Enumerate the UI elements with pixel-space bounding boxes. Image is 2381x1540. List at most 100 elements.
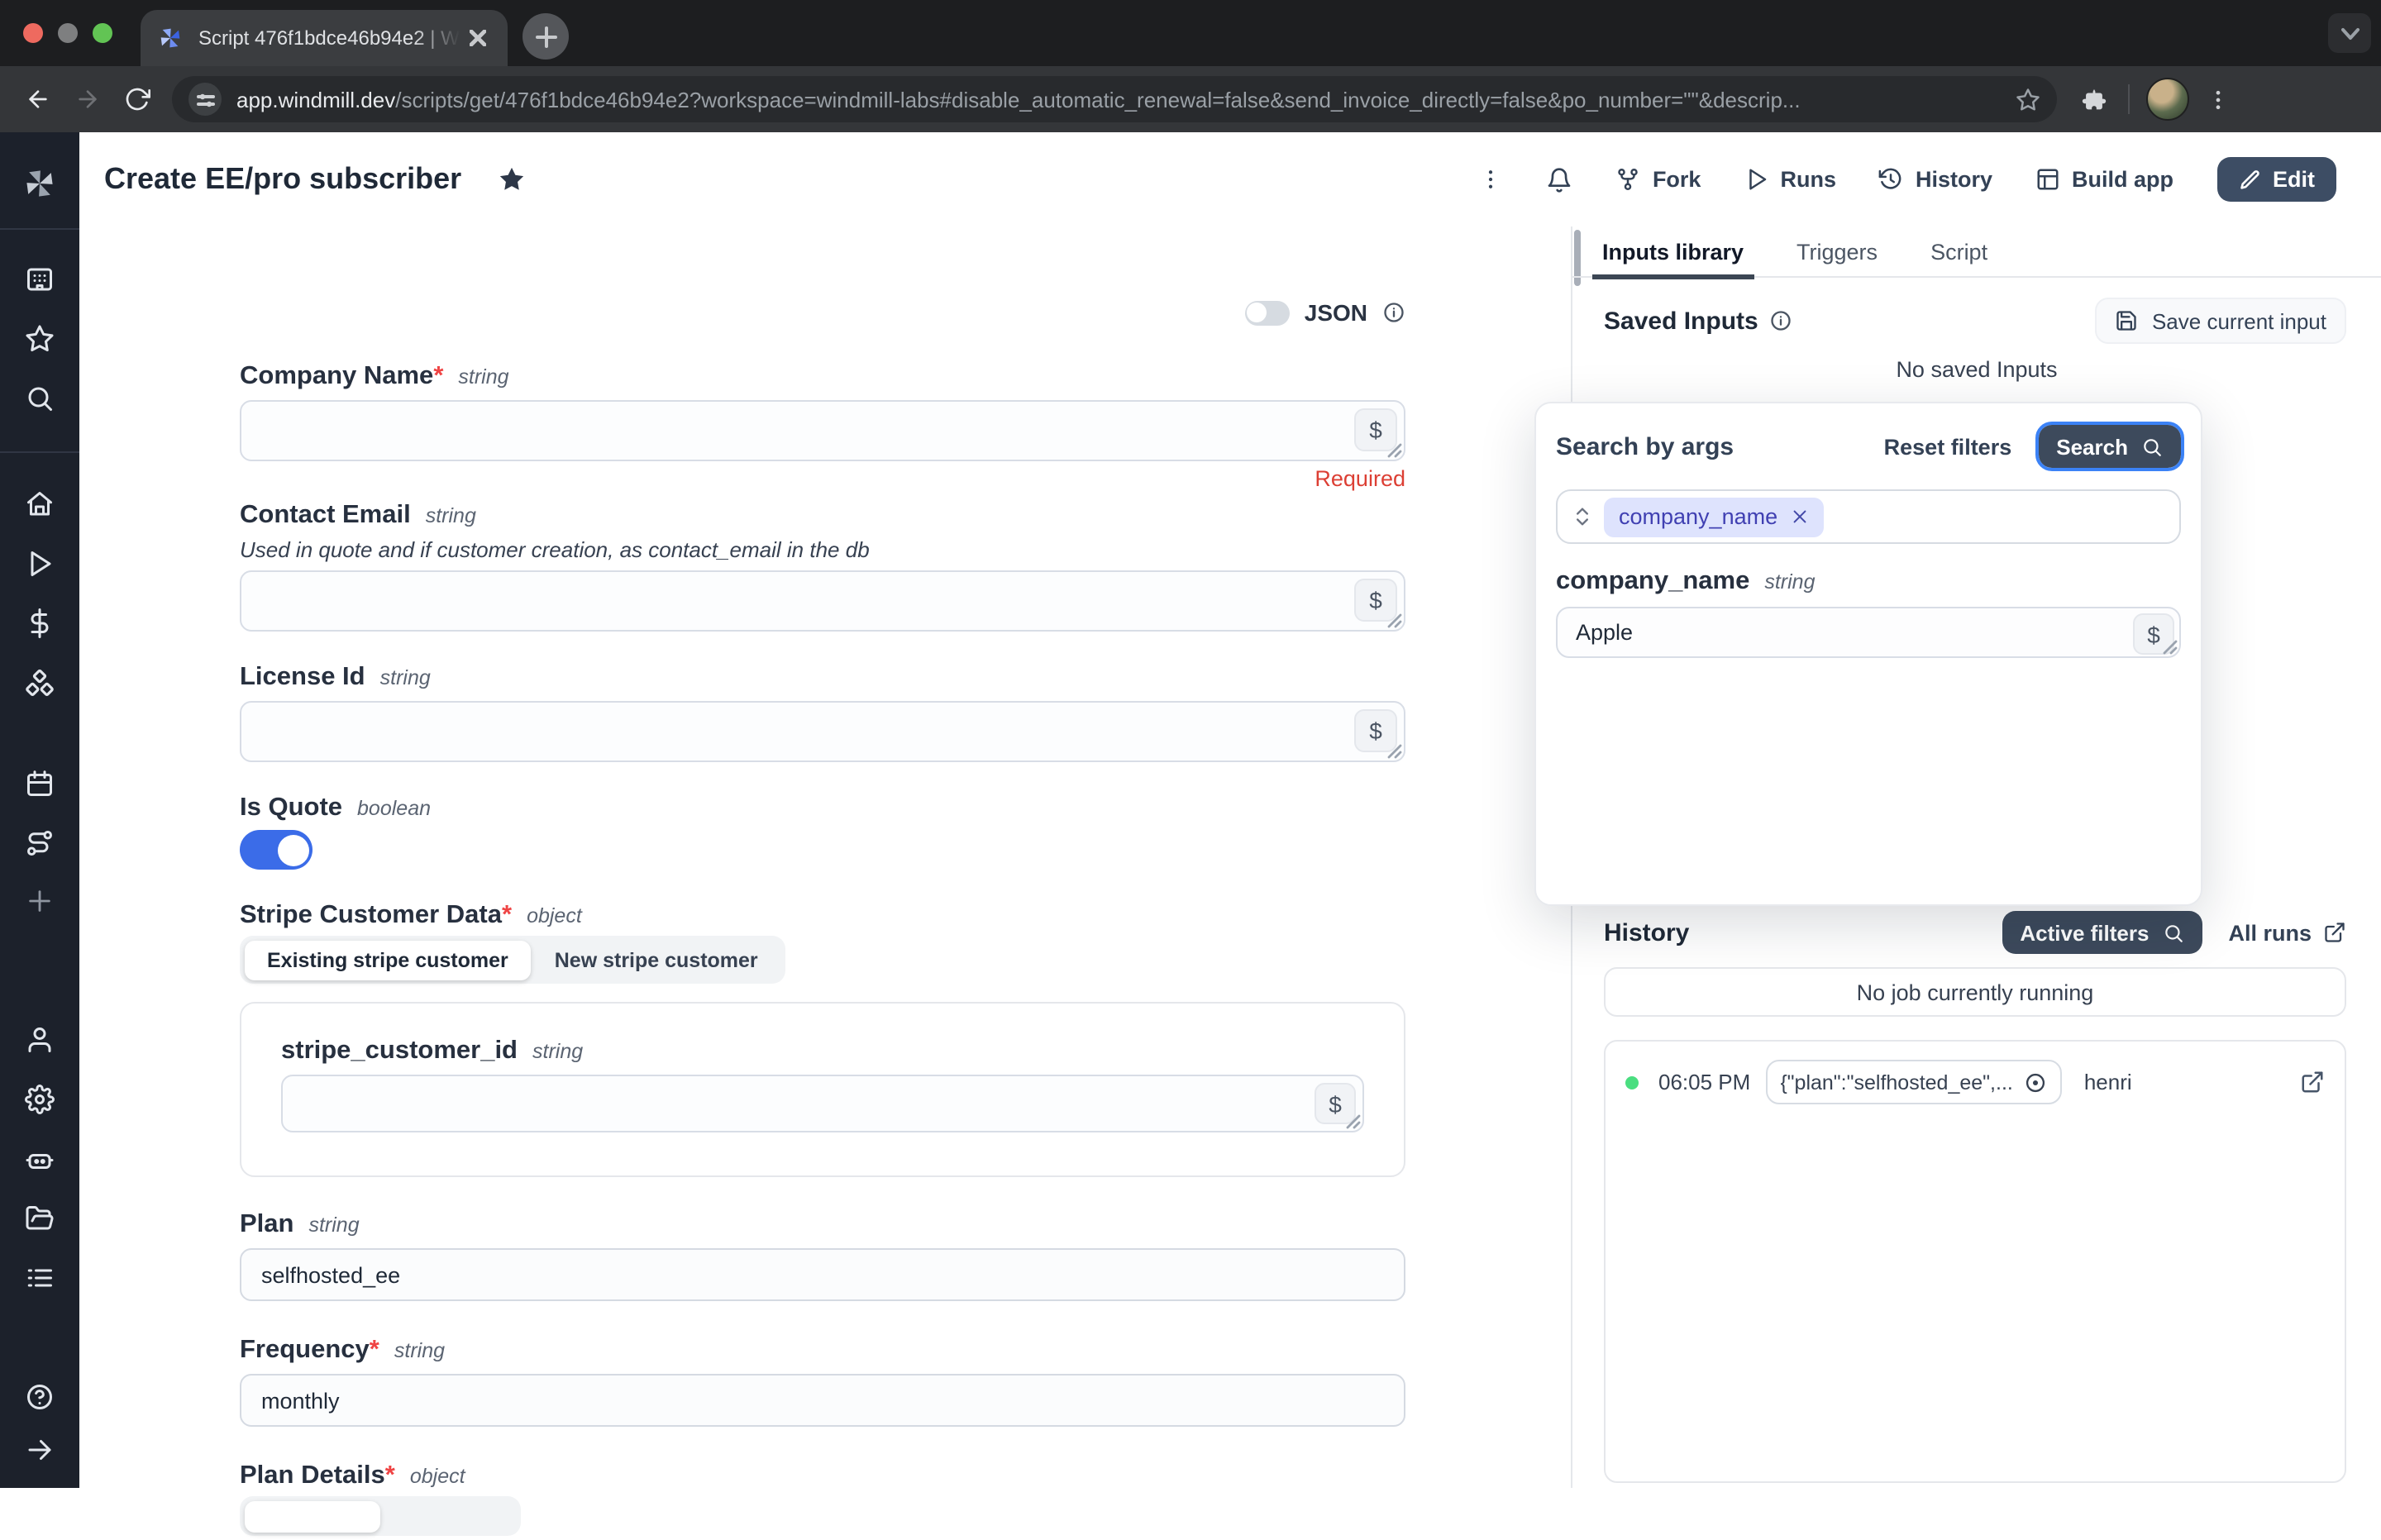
app-sidebar <box>0 132 79 1488</box>
sidebar-item-workspace-icon[interactable] <box>25 265 55 294</box>
bookmark-star-icon[interactable] <box>2016 87 2040 112</box>
notifications-bell-icon[interactable] <box>1547 166 1573 193</box>
forward-icon[interactable] <box>63 74 112 124</box>
panel-scrollbar[interactable] <box>1574 230 1581 286</box>
no-saved-inputs-text: No saved Inputs <box>1896 357 2058 382</box>
field-label-company-name: Company Name * string <box>240 362 1405 392</box>
sidebar-item-favorites-icon[interactable] <box>25 324 55 354</box>
json-toggle[interactable] <box>1244 300 1290 325</box>
insert-variable-button[interactable]: $ <box>1354 709 1397 752</box>
sidebar-item-logs-icon[interactable] <box>25 1263 55 1293</box>
insert-variable-button[interactable]: $ <box>1354 579 1397 622</box>
sidebar-item-settings-icon[interactable] <box>25 1085 55 1114</box>
field-type: boolean <box>357 797 432 820</box>
field-name: Plan <box>240 1210 294 1238</box>
frequency-input[interactable] <box>240 1374 1405 1427</box>
sidebar-item-home-icon[interactable] <box>25 489 55 519</box>
profile-avatar[interactable] <box>2146 78 2189 121</box>
all-runs-link[interactable]: All runs <box>2228 920 2346 945</box>
more-options-kebab-icon[interactable] <box>1479 167 1504 192</box>
sidebar-item-runs-icon[interactable] <box>25 549 55 579</box>
fork-button[interactable]: Fork <box>1616 167 1701 192</box>
company-name-input[interactable]: $ <box>240 400 1405 461</box>
stripe-customer-id-input[interactable]: $ <box>281 1075 1364 1132</box>
build-app-button-label: Build app <box>2072 167 2173 192</box>
tab-new-stripe-customer[interactable]: New stripe customer <box>554 948 758 971</box>
license-id-input[interactable]: $ <box>240 701 1405 762</box>
resize-grip-icon[interactable] <box>2163 640 2178 655</box>
build-app-button[interactable]: Build app <box>2035 167 2173 192</box>
resize-grip-icon[interactable] <box>1387 613 1402 628</box>
window-zoom-button[interactable] <box>93 23 112 43</box>
plan-input[interactable] <box>240 1248 1405 1301</box>
filter-chip-company-name[interactable]: company_name <box>1604 497 1825 536</box>
preview-eye-icon[interactable] <box>2025 1070 2048 1094</box>
sidebar-item-help-icon[interactable] <box>25 1382 55 1412</box>
back-icon[interactable] <box>13 74 63 124</box>
sidebar-item-user-icon[interactable] <box>25 1025 55 1055</box>
history-button[interactable]: History <box>1879 167 1992 192</box>
extensions-puzzle-icon[interactable] <box>2080 85 2108 113</box>
stripe-customer-tabs: Existing stripe customer New stripe cust… <box>240 936 785 984</box>
sidebar-item-routes-icon[interactable] <box>25 828 55 858</box>
tab-close-icon[interactable] <box>465 25 491 51</box>
job-row[interactable]: 06:05 PM {"plan":"selfhosted_ee",... hen… <box>1625 1060 2325 1104</box>
field-type: string <box>394 1339 446 1362</box>
runs-button[interactable]: Runs <box>1744 167 1836 192</box>
runs-button-label: Runs <box>1780 167 1836 192</box>
browser-tab[interactable]: Script 476f1bdce46b94e2 | W <box>141 10 508 66</box>
insert-variable-button[interactable]: $ <box>2133 613 2174 655</box>
info-icon[interactable] <box>1770 309 1793 332</box>
site-info-icon[interactable] <box>188 83 222 116</box>
sidebar-expand-icon[interactable] <box>25 1435 55 1465</box>
active-filters-button[interactable]: Active filters <box>2002 911 2202 954</box>
url-text[interactable]: app.windmill.dev/scripts/get/476f1bdce46… <box>236 87 2002 112</box>
sidebar-item-folders-icon[interactable] <box>25 1204 55 1233</box>
is-quote-toggle[interactable] <box>240 830 313 870</box>
sidebar-item-schedules-icon[interactable] <box>25 769 55 799</box>
tab-triggers[interactable]: Triggers <box>1796 239 1878 264</box>
contact-email-input[interactable]: $ <box>240 570 1405 632</box>
open-job-icon[interactable] <box>2300 1070 2325 1094</box>
args-filter-select[interactable]: company_name <box>1556 489 2181 544</box>
insert-variable-button[interactable]: $ <box>1315 1083 1356 1124</box>
sidebar-item-add-icon[interactable] <box>26 887 54 915</box>
tab-inputs-library[interactable]: Inputs library <box>1592 226 1754 279</box>
json-info-icon[interactable] <box>1382 301 1405 324</box>
browser-menu-icon[interactable] <box>2206 87 2231 112</box>
windmill-logo[interactable] <box>21 165 58 202</box>
toolbar-divider <box>2128 84 2130 114</box>
edit-button[interactable]: Edit <box>2216 157 2336 202</box>
plan-details-tab[interactable] <box>380 1500 517 1532</box>
tab-script[interactable]: Script <box>1930 239 1988 264</box>
tab-search-chevron-icon[interactable] <box>2328 13 2371 53</box>
history-section: History Active filters All runs No job c… <box>1604 911 2346 1483</box>
plan-details-tab[interactable] <box>244 1500 380 1532</box>
resize-grip-icon[interactable] <box>1387 744 1402 759</box>
sidebar-item-workers-icon[interactable] <box>25 1144 55 1174</box>
json-toggle-label: JSON <box>1304 299 1367 326</box>
tab-existing-stripe-customer[interactable]: Existing stripe customer <box>244 940 532 980</box>
sidebar-item-billing-icon[interactable] <box>25 608 55 638</box>
reload-icon[interactable] <box>112 74 162 124</box>
job-args-chip[interactable]: {"plan":"selfhosted_ee",... <box>1765 1060 2063 1104</box>
field-label-plan-details: Plan Details * object <box>240 1461 1405 1491</box>
fork-button-label: Fork <box>1652 167 1701 192</box>
save-current-input-button[interactable]: Save current input <box>2095 298 2346 344</box>
company-name-filter-input[interactable]: Apple $ <box>1556 607 2181 658</box>
new-tab-button[interactable] <box>522 13 569 60</box>
sidebar-item-search-icon[interactable] <box>25 384 55 413</box>
remove-chip-icon[interactable] <box>1791 508 1809 526</box>
window-close-button[interactable] <box>23 23 43 43</box>
insert-variable-button[interactable]: $ <box>1354 408 1397 451</box>
field-type: string <box>458 365 509 389</box>
search-button[interactable]: Search <box>2035 422 2185 471</box>
resize-grip-icon[interactable] <box>1387 443 1402 458</box>
sidebar-item-resources-icon[interactable] <box>24 669 55 700</box>
reset-filters-link[interactable]: Reset filters <box>1883 434 2012 459</box>
favorite-star-icon[interactable] <box>498 165 526 193</box>
resize-grip-icon[interactable] <box>1346 1114 1361 1129</box>
window-minimize-button[interactable] <box>58 23 78 43</box>
url-bar[interactable]: app.windmill.dev/scripts/get/476f1bdce46… <box>172 76 2057 122</box>
